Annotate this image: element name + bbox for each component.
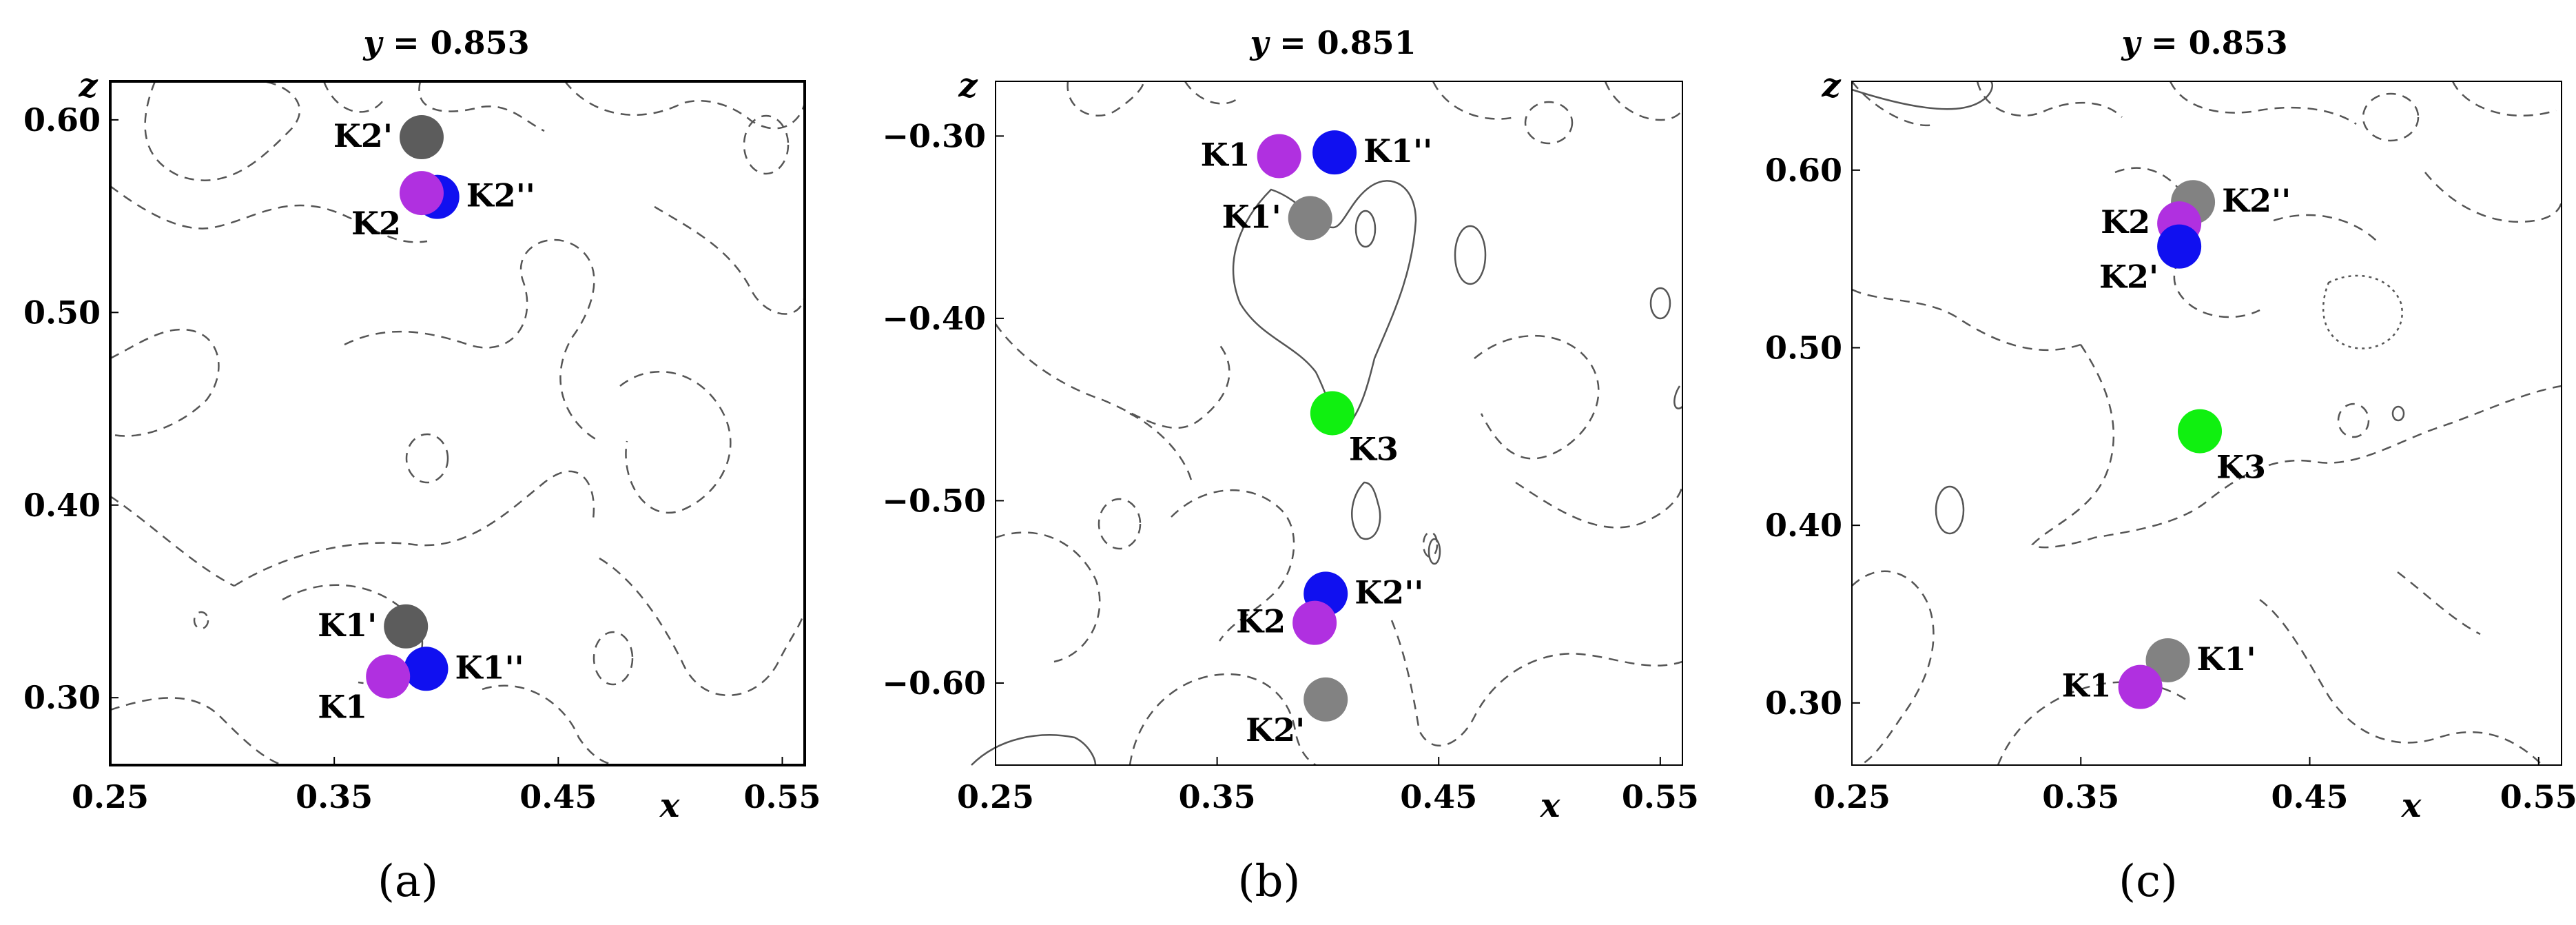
y-tick-label: −0.50 xyxy=(882,482,986,519)
panel-a-xlabel: x xyxy=(659,786,681,825)
label-k2-double-prime: K2'' xyxy=(2222,182,2291,219)
label-k1-double-prime: K1'' xyxy=(1363,132,1432,170)
label-k3: K3 xyxy=(1349,430,1399,467)
x-tick-label: 0.45 xyxy=(2271,778,2348,815)
point-k2-prime xyxy=(399,115,444,160)
label-k1-prime: K1' xyxy=(1222,198,1281,235)
point-k3 xyxy=(1310,391,1354,436)
y-tick-label: 0.50 xyxy=(23,294,101,331)
panel-b-ylabel: z xyxy=(958,66,978,105)
panel-a: y = 0.853 z x 0.25 0.35 0.45 0.550.300.400. xyxy=(23,24,821,907)
x-tick-label: 0.55 xyxy=(1622,778,1699,815)
label-k1-prime: K1' xyxy=(318,607,377,644)
x-tick-label: 0.25 xyxy=(72,778,149,815)
label-k2-double-prime: K2'' xyxy=(1354,573,1423,611)
label-k1: K1 xyxy=(1201,136,1250,173)
label-k2-prime: K2' xyxy=(1246,711,1305,749)
label-k2: K2 xyxy=(2101,203,2150,241)
panel-c-xlabel: x xyxy=(2401,786,2422,825)
panel-a-ylabel: z xyxy=(78,66,99,105)
panel-b-xlabel: x xyxy=(1540,786,1561,825)
label-k2-double-prime: K2'' xyxy=(466,177,535,214)
y-tick-label: −0.30 xyxy=(882,117,986,154)
point-k1-prime xyxy=(2145,638,2190,682)
label-k1: K1 xyxy=(318,688,367,725)
panel-c-plot-frame xyxy=(1851,81,2562,766)
y-tick-label: 0.50 xyxy=(1765,329,1842,366)
panel-c-title: y = 0.853 xyxy=(2121,24,2287,61)
y-tick-label: 0.30 xyxy=(23,679,101,716)
point-k2 xyxy=(399,171,444,216)
label-k3: K3 xyxy=(2216,449,2266,486)
label-k1: K1 xyxy=(2062,667,2112,704)
panel-a-ticks: 0.25 0.35 0.45 0.55 0.30 0.40 0.50 0.60 xyxy=(23,101,821,815)
panel-c-ticks: 0.25 0.35 0.45 0.55 0.30 0.40 0.50 0.60 xyxy=(1765,152,2576,815)
y-tick-label: −0.60 xyxy=(882,664,986,702)
point-k1 xyxy=(366,654,411,699)
panel-b-ticks: 0.25 0.35 0.45 0.55 −0.30 −0.40 −0.50 −0.60 xyxy=(882,117,1698,815)
x-tick-label: 0.35 xyxy=(1179,778,1256,815)
label-k2-prime: K2' xyxy=(2099,258,2158,296)
y-tick-label: 0.60 xyxy=(23,101,101,139)
panel-a-caption: (a) xyxy=(378,856,438,907)
panel-b-points: K1 K1'' K1' K3 K2'' K2 K2' xyxy=(1201,130,1432,749)
point-k1-prime xyxy=(384,604,429,649)
x-tick-label: 0.55 xyxy=(743,778,821,815)
point-k1-prime xyxy=(1288,196,1332,241)
label-k1-prime: K1' xyxy=(2197,640,2256,678)
x-tick-label: 0.25 xyxy=(1813,778,1890,815)
label-k2: K2 xyxy=(351,205,401,242)
label-k2: K2 xyxy=(1236,603,1286,640)
y-tick-label: 0.30 xyxy=(1765,684,1842,722)
panel-a-contours xyxy=(110,80,806,766)
point-k1-double-prime xyxy=(1312,130,1357,175)
y-tick-label: 0.40 xyxy=(1765,507,1842,544)
panel-c: y = 0.853 z x 0.25 0.35 0.45 0.550.300.400. xyxy=(1765,24,2576,907)
point-k3 xyxy=(2178,409,2223,454)
x-tick-label: 0.45 xyxy=(519,778,597,815)
y-tick-label: −0.40 xyxy=(882,300,986,337)
panel-c-caption: (c) xyxy=(2119,856,2178,907)
point-k2-prime xyxy=(1304,677,1348,722)
y-tick-label: 0.40 xyxy=(23,487,101,524)
x-tick-label: 0.35 xyxy=(2042,778,2119,815)
panel-c-contours xyxy=(1851,81,2563,766)
y-tick-label: 0.60 xyxy=(1765,152,1842,189)
point-k2-prime xyxy=(2157,224,2202,269)
x-tick-label: 0.55 xyxy=(2500,778,2576,815)
label-k2-prime: K2' xyxy=(333,117,393,154)
panel-b-caption: (b) xyxy=(1238,856,1301,907)
panel-c-points: K2'' K2 K2' K3 K1' K1 xyxy=(2062,180,2291,709)
x-tick-label: 0.45 xyxy=(1400,778,1477,815)
panel-b-contours xyxy=(971,81,1684,766)
label-k1-double-prime: K1'' xyxy=(455,649,524,686)
panel-a-title: y = 0.853 xyxy=(362,24,529,61)
point-k1 xyxy=(2118,664,2163,709)
panel-b-title: y = 0.851 xyxy=(1249,24,1416,61)
panel-b-plot-frame xyxy=(995,81,1683,766)
panel-a-points: K2' K2'' K2 K1' K1'' K1 xyxy=(318,115,535,725)
x-tick-label: 0.25 xyxy=(957,778,1034,815)
x-tick-label: 0.35 xyxy=(296,778,373,815)
point-k2 xyxy=(1292,600,1337,645)
point-k1 xyxy=(1257,134,1301,179)
point-k1-double-prime xyxy=(404,647,449,691)
panel-a-plot-frame xyxy=(109,80,806,766)
panel-c-ylabel: z xyxy=(1821,66,1842,105)
panel-b: y = 0.851 z x xyxy=(882,24,1698,907)
